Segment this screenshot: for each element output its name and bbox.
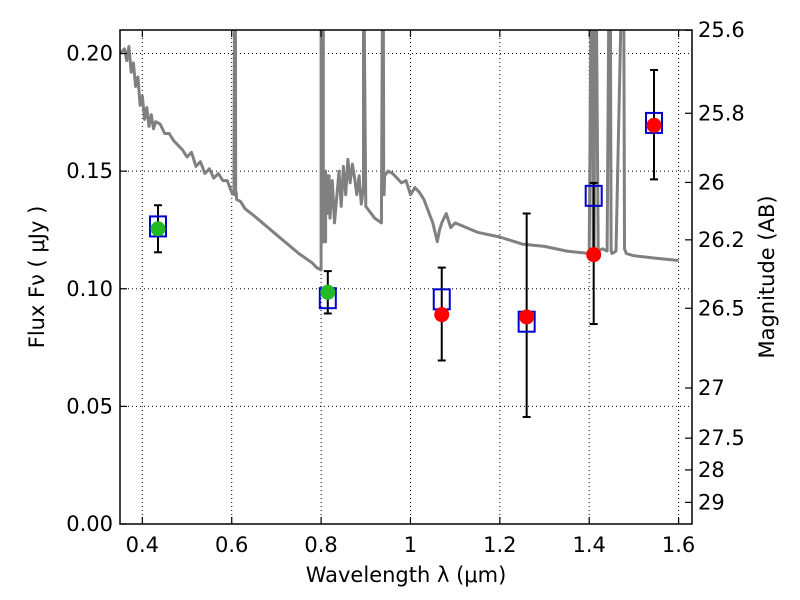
magnitude-tick-label: 26: [698, 170, 725, 194]
model-photometry-square: [148, 215, 167, 238]
y-tick-label: 0.05: [66, 394, 113, 418]
x-tick-label: 1.4: [573, 533, 606, 557]
magnitude-tick-label: 25.6: [698, 18, 745, 42]
x-tick-label: 1.2: [483, 533, 516, 557]
model-spectrum-line: [120, 30, 679, 272]
axis-ticks: 0.4 0.6 0.8 1 1.2 1.4 1.6 0.00 0.05 0.10 0.15 0.20 2…: [66, 18, 745, 557]
magnitude-tick-label: 29: [698, 490, 725, 514]
measurement-point: [586, 247, 602, 263]
magnitude-tick-label: 26.5: [698, 296, 745, 320]
magnitude-tick-label: 27.5: [698, 426, 745, 450]
grid: [120, 30, 692, 525]
x-tick-label: 0.6: [215, 533, 248, 557]
x-tick-label: 0.4: [126, 533, 159, 557]
measurement-point: [519, 309, 535, 325]
measurement-point: [150, 221, 166, 237]
model-photometry-square: [645, 111, 664, 134]
y-tick-label: 0.20: [66, 42, 113, 66]
measurement-point: [646, 117, 662, 133]
y-tick-label: 0.00: [66, 512, 113, 536]
model-photometry-square: [584, 184, 603, 207]
measurement-markers: [150, 117, 662, 325]
model-photometry-markers: [148, 111, 664, 333]
x-tick-label: 0.8: [304, 533, 337, 557]
magnitude-tick-label: 27: [698, 376, 725, 400]
measurement-point: [434, 307, 450, 323]
y-tick-label: 0.15: [66, 159, 113, 183]
x-tick-label: 1: [404, 533, 417, 557]
plot-data: [120, 30, 679, 418]
magnitude-tick-label: 25.8: [698, 101, 745, 125]
error-bars: [153, 68, 659, 418]
measurement-point: [320, 284, 336, 300]
y-axis-label-left: Flux Fν ( μJy ): [25, 206, 49, 349]
y-axis-label-right: Magnitude (AB): [755, 195, 779, 358]
plot-frame: [119, 29, 693, 525]
x-axis-label: Wavelength λ (μm): [306, 563, 507, 587]
x-tick-label: 1.6: [662, 533, 695, 557]
magnitude-tick-label: 26.2: [698, 228, 745, 252]
y-tick-label: 0.10: [66, 277, 113, 301]
magnitude-tick-label: 28: [698, 458, 725, 482]
